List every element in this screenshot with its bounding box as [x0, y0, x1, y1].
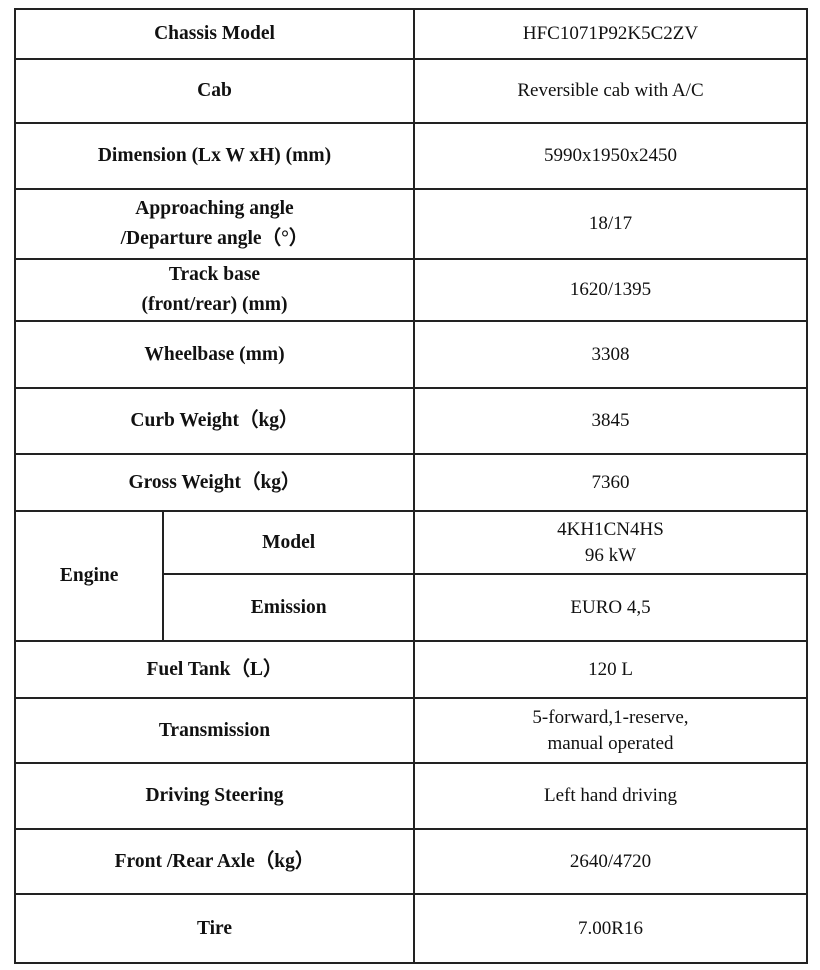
table-row: Wheelbase (mm) 3308	[14, 320, 809, 389]
row-label: Tire	[14, 893, 415, 964]
row-label: Front /Rear Axle（kg）	[14, 828, 415, 895]
table-row: Fuel Tank（L） 120 L	[14, 640, 809, 699]
engine-label: Engine	[13, 510, 165, 642]
row-value: Reversible cab with A/C	[412, 58, 809, 124]
engine-model-label: Model	[162, 510, 415, 575]
value-line: 5-forward,1-reserve,	[532, 706, 689, 728]
table-row: Dimension (Lx W xH) (mm) 5990x1950x2450	[14, 122, 809, 190]
table-row: Chassis Model HFC1071P92K5C2ZV	[14, 8, 809, 60]
row-value: 7360	[412, 453, 809, 512]
label-line: Approaching angle	[135, 198, 294, 219]
table-row: Transmission 5-forward,1-reserve, manual…	[14, 697, 809, 764]
row-label: Track base (front/rear) (mm)	[14, 258, 415, 322]
row-label: Approaching angle /Departure angle（°）	[14, 188, 415, 260]
row-value: 18/17	[412, 188, 809, 260]
table-row: Tire 7.00R16	[14, 893, 809, 964]
engine-emission-label: Emission	[162, 573, 415, 642]
spec-table: Chassis Model HFC1071P92K5C2ZV Cab Rever…	[13, 8, 809, 964]
label-line: Track base	[168, 264, 261, 285]
row-label: Cab	[14, 58, 415, 124]
table-row: Curb Weight（kg） 3845	[14, 387, 809, 455]
row-label: Curb Weight（kg）	[14, 387, 415, 455]
table-row: Driving Steering Left hand driving	[14, 762, 809, 830]
table-row: Gross Weight（kg） 7360	[14, 453, 809, 512]
table-row: Engine Model 4KH1CN4HS 96 kW	[13, 510, 809, 642]
row-value: 2640/4720	[412, 828, 809, 895]
engine-model-value: 4KH1CN4HS 96 kW	[412, 510, 809, 575]
label-line: /Departure angle（°）	[120, 228, 309, 249]
table-row: Emission EURO 4,5	[15, 573, 809, 642]
value-line: 4KH1CN4HS	[557, 518, 664, 540]
row-label: Driving Steering	[14, 762, 415, 830]
table-row: Track base (front/rear) (mm) 1620/1395	[14, 258, 809, 322]
row-label: Transmission	[14, 697, 415, 764]
value-line: 96 kW	[584, 544, 637, 566]
row-label: Gross Weight（kg）	[14, 453, 415, 512]
table-row: Front /Rear Axle（kg） 2640/4720	[14, 828, 809, 895]
label-line: (front/rear) (mm)	[141, 294, 288, 315]
row-value: Left hand driving	[412, 762, 809, 830]
engine-emission-value: EURO 4,5	[412, 573, 809, 642]
row-value: 3845	[412, 387, 809, 455]
row-label: Chassis Model	[14, 8, 415, 60]
row-value: 120 L	[412, 640, 809, 699]
row-value: 1620/1395	[412, 258, 809, 322]
row-value: 7.00R16	[412, 893, 809, 964]
table-row: Approaching angle /Departure angle（°） 18…	[14, 188, 809, 260]
row-label: Wheelbase (mm)	[14, 320, 415, 389]
row-label: Dimension (Lx W xH) (mm)	[14, 122, 415, 190]
table-row: Cab Reversible cab with A/C	[14, 58, 809, 124]
row-value: 5990x1950x2450	[412, 122, 809, 190]
row-value: 3308	[412, 320, 809, 389]
value-line: manual operated	[547, 732, 674, 754]
row-label: Fuel Tank（L）	[14, 640, 415, 699]
row-value: HFC1071P92K5C2ZV	[412, 8, 809, 60]
row-value: 5-forward,1-reserve, manual operated	[412, 697, 809, 764]
